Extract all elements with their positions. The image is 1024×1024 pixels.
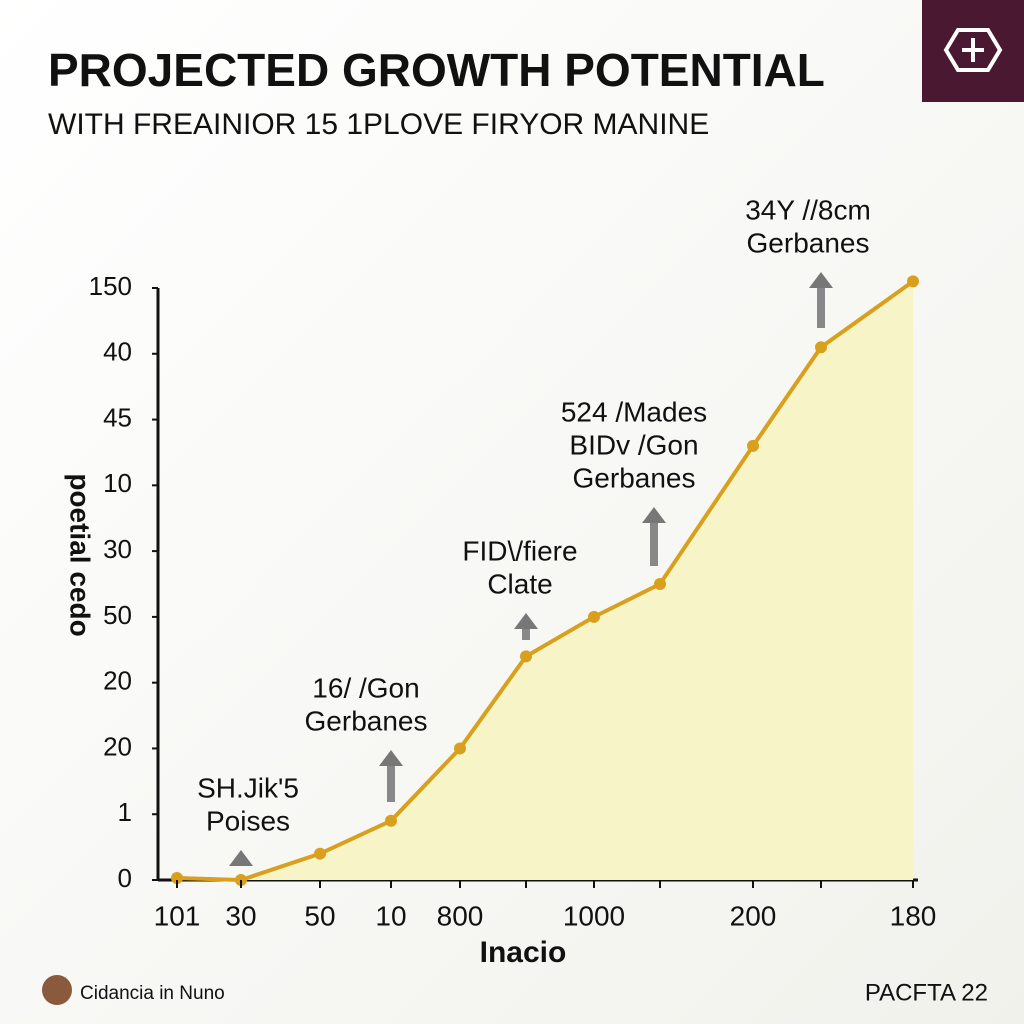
y-tick-label: 30: [103, 534, 132, 564]
x-tick-label: 180: [890, 900, 937, 931]
point: [171, 872, 183, 885]
x-tick-label: 10: [375, 900, 406, 931]
annotation: FID\/fiere: [462, 535, 577, 566]
annotation: SH.Jik'5: [197, 772, 299, 803]
annotation: Clate: [487, 568, 552, 599]
annotation-arrowhead: [514, 613, 538, 629]
chart-title: PROJECTED GROWTH POTENTIAL: [48, 44, 825, 96]
area: [177, 281, 913, 880]
point: [654, 578, 666, 590]
annotation: Gerbanes: [747, 227, 870, 258]
point: [520, 650, 532, 663]
y-tick-label: 150: [89, 271, 132, 301]
annotation-arrowhead: [379, 750, 403, 766]
annotation: Poises: [206, 805, 290, 836]
y-tick-label: 45: [103, 402, 132, 432]
annotation: 524 /Mades: [561, 396, 707, 427]
point: [815, 341, 827, 354]
y-tick-label: 1: [118, 797, 132, 827]
x-tick-label: 50: [304, 900, 335, 931]
point: [907, 275, 919, 288]
avatar: [42, 975, 72, 1005]
logo-icon: [943, 28, 1003, 72]
annotation: 16/ /Gon: [312, 672, 419, 703]
y-tick-label: 20: [103, 731, 132, 761]
point: [588, 610, 600, 623]
y-tick-label: 50: [103, 600, 132, 630]
annotation: Gerbanes: [573, 462, 696, 493]
y-axis-title: poetial cedo: [65, 473, 96, 636]
annotation-arrowhead: [642, 507, 666, 523]
footer-left: Cidancia in Nuno: [80, 983, 225, 1004]
x-tick-label: 30: [225, 900, 256, 931]
point: [454, 742, 466, 755]
y-tick-label: 40: [103, 337, 132, 367]
point: [747, 439, 759, 452]
annotation: 34Y //8cm: [745, 194, 871, 225]
annotation-arrowhead: [229, 850, 253, 866]
y-tick-label: 10: [103, 468, 132, 498]
y-tick-label: 0: [118, 863, 132, 893]
x-tick-label: 101: [154, 900, 201, 931]
y-tick-label: 20: [103, 666, 132, 696]
footer-right: PACFTA 22: [865, 979, 988, 1006]
annotation: BIDv /Gon: [569, 429, 698, 460]
annotation-arrowhead: [809, 272, 833, 288]
chart-subtitle: WITH FREAINIOR 15 1PLOVE FIRYOR MANINE: [48, 108, 709, 141]
x-axis-title: Inacio: [480, 936, 567, 969]
annotation: Gerbanes: [305, 705, 428, 736]
point: [385, 814, 397, 827]
x-tick-label: 1000: [563, 900, 625, 931]
point: [314, 847, 326, 860]
x-tick-label: 200: [730, 900, 777, 931]
x-tick-label: 800: [437, 900, 484, 931]
